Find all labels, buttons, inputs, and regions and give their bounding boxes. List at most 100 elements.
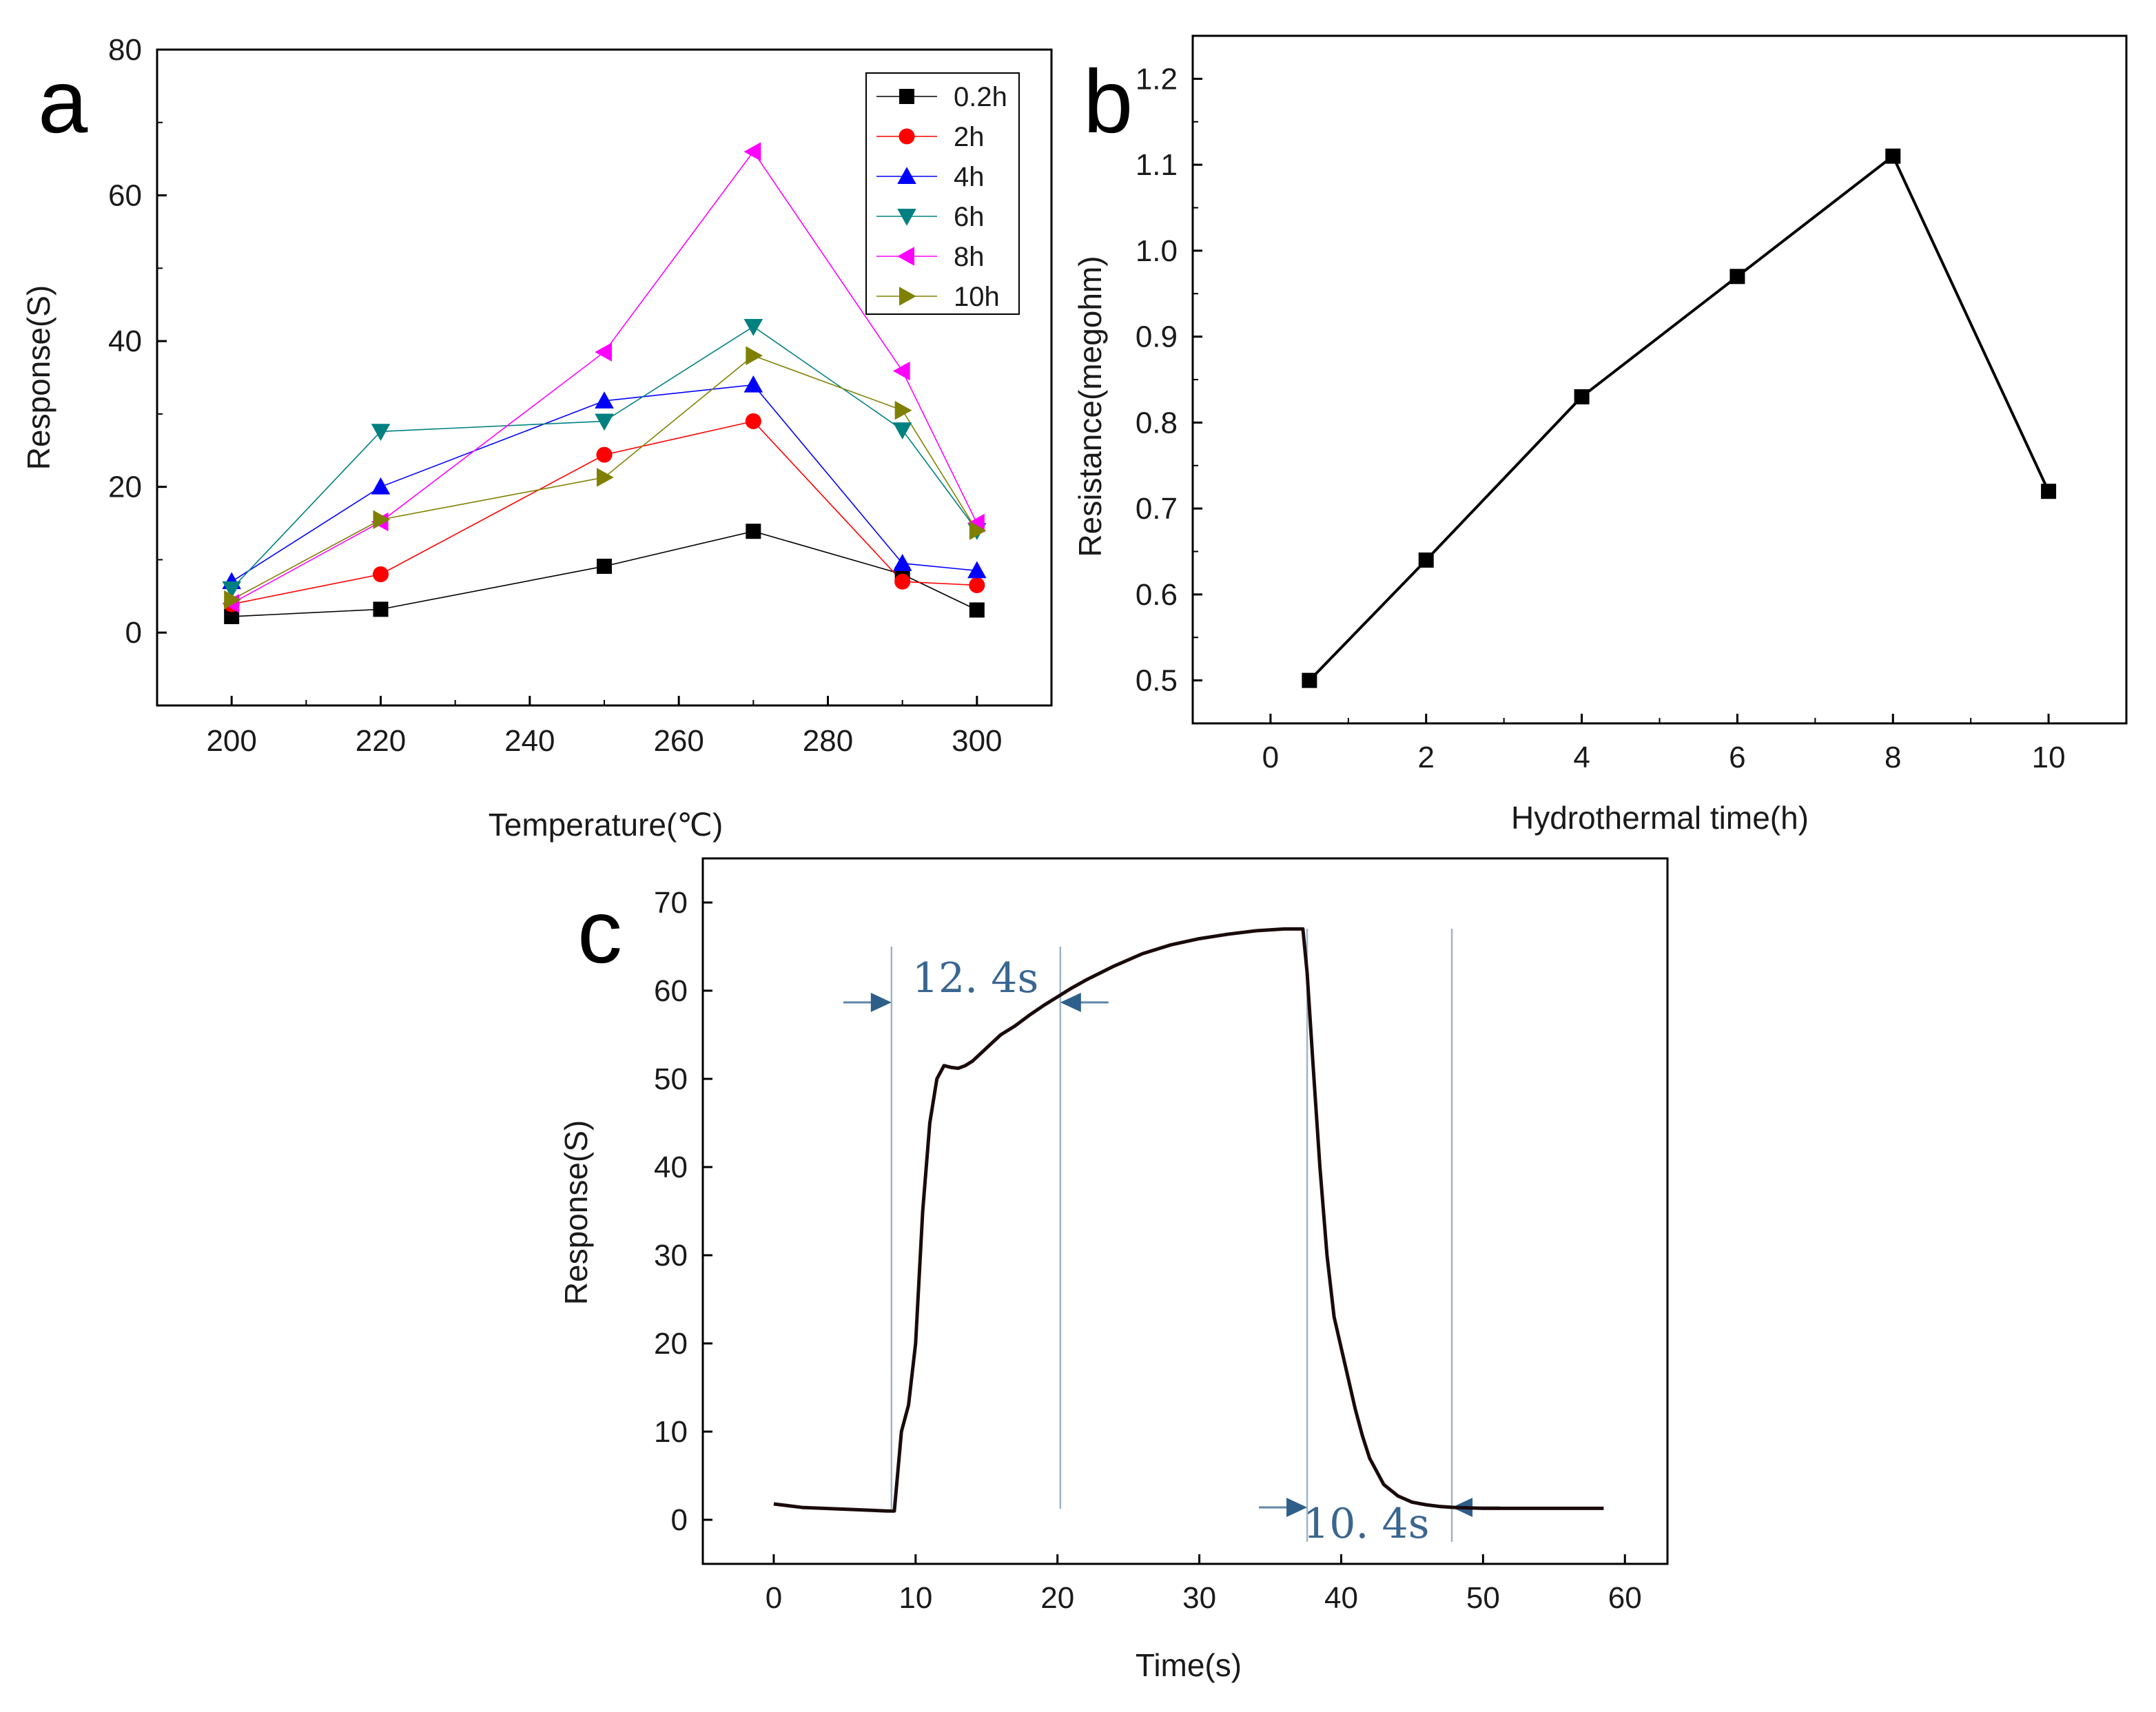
y-tick-label: 30 [654, 1239, 688, 1272]
legend-label-10h: 10h [954, 282, 1000, 312]
panel-a-series-lines [231, 150, 978, 617]
panel-c-label: c [577, 881, 622, 982]
data-point-resistance [1574, 389, 1590, 404]
y-tick-label: 1.2 [1136, 62, 1178, 96]
data-point-resistance [1418, 552, 1434, 568]
x-tick-label: 300 [952, 724, 1002, 758]
panel-b-ticks: 0 2 4 6 8 10 0.5 0.6 0.7 0.8 0.9 1.0 1.1 1.2 [1136, 62, 2066, 774]
panel-b-markers [1302, 148, 2057, 688]
panel-c-series-lines [773, 927, 1604, 1513]
legend-marker-0.2h [899, 89, 914, 104]
data-point-resistance [2041, 484, 2057, 499]
data-point-10h [224, 590, 241, 610]
data-point-10h [894, 400, 912, 420]
response-time-label: 12. 4s [912, 954, 1038, 1002]
data-point-2h [894, 573, 911, 590]
y-tick-label: 20 [654, 1327, 688, 1361]
series-line-10h [231, 355, 978, 601]
data-point-6h [743, 318, 763, 336]
panel-c-ticks: 0 10 20 30 40 50 60 0 10 20 30 40 50 60 70 [654, 886, 1642, 1615]
data-point-4h [743, 375, 763, 393]
data-point-0.2h [969, 602, 985, 618]
data-point-4h [967, 561, 987, 579]
panel-b-y-axis-label: Resistance(megohm) [1072, 256, 1108, 557]
data-point-0.2h [746, 524, 761, 539]
data-point-2h [745, 413, 761, 430]
panel-a-y-axis-label: Response(S) [21, 285, 57, 470]
data-point-10h [373, 510, 391, 530]
panel-c-y-axis-label: Response(S) [558, 1120, 594, 1305]
response-curve [773, 927, 1604, 1513]
panel-b: b 0 2 4 6 8 10 0.5 0.6 0.7 0.8 0.9 1.0 1.1 1.2 Hydrot… [1072, 34, 2128, 836]
data-point-resistance [1302, 672, 1317, 688]
series-line-8h [231, 150, 978, 604]
data-point-10h [969, 521, 987, 540]
legend-marker-8h [897, 247, 914, 266]
data-point-8h [743, 142, 761, 161]
x-tick-label: 20 [1040, 1581, 1074, 1615]
y-tick-label: 40 [108, 324, 142, 358]
data-point-4h [892, 553, 912, 571]
data-point-0.2h [597, 558, 612, 574]
x-tick-label: 240 [504, 724, 555, 758]
panel-a-legend-box [865, 72, 1020, 315]
data-point-2h [596, 446, 613, 463]
legend-label-6h: 6h [954, 202, 985, 232]
data-point-0.2h [224, 608, 240, 624]
panel-b-x-axis-label: Hydrothermal time(h) [1511, 800, 1809, 836]
y-tick-label: 80 [108, 33, 142, 67]
panel-a-x-axis-label: Temperature(℃) [489, 807, 723, 843]
x-tick-label: 220 [356, 724, 406, 758]
y-tick-label: 0 [125, 616, 142, 650]
data-point-resistance [1885, 148, 1901, 164]
data-point-6h [222, 581, 241, 599]
data-point-resistance [1729, 269, 1745, 285]
recovery-time-label: 10. 4s [1303, 1500, 1429, 1548]
y-tick-label: 20 [108, 471, 142, 504]
y-tick-label: 1.1 [1136, 148, 1178, 182]
recovery-time-arrow-left-head [1286, 1498, 1308, 1517]
y-tick-label: 0 [671, 1503, 688, 1537]
x-tick-label: 2 [1418, 741, 1435, 774]
series-line-0.2h [232, 530, 978, 617]
y-tick-label: 70 [654, 886, 688, 920]
resistance-line [1308, 154, 2050, 682]
y-tick-label: 0.5 [1136, 664, 1178, 698]
data-point-10h [597, 468, 614, 487]
legend-label-2h: 2h [954, 122, 985, 152]
panel-c: c 0 10 20 30 40 50 60 0 10 20 30 40 50 60 70 12. 4s 10.… [558, 857, 1669, 1683]
data-point-2h [969, 577, 985, 594]
data-point-4h [595, 391, 614, 409]
y-tick-label: 10 [654, 1415, 688, 1449]
data-point-8h [892, 361, 910, 381]
panel-b-label: b [1083, 51, 1133, 152]
series-line-6h [231, 325, 978, 590]
x-tick-label: 0 [1262, 741, 1279, 774]
x-tick-label: 10 [2032, 741, 2066, 774]
panel-a-ticks: 200 220 240 260 280 300 0 20 40 60 80 [108, 33, 1002, 758]
y-tick-label: 60 [654, 974, 688, 1008]
x-tick-label: 10 [899, 1581, 932, 1615]
series-line-2h [232, 420, 977, 605]
data-point-2h [372, 566, 389, 583]
y-tick-label: 40 [654, 1151, 688, 1184]
x-tick-label: 30 [1182, 1581, 1216, 1615]
panel-a-markers [222, 142, 987, 624]
panel-a-legend: 0.2h 2h 4h 6h 8h 10h [865, 72, 1020, 315]
panel-c-annotations: 12. 4s 10. 4s [843, 929, 1501, 1548]
legend-marker-4h [897, 167, 916, 184]
x-tick-label: 50 [1466, 1581, 1500, 1615]
x-tick-label: 200 [206, 724, 256, 758]
y-tick-label: 0.8 [1136, 406, 1178, 440]
legend-marker-10h [899, 287, 916, 306]
data-point-6h [595, 413, 614, 431]
panel-a-label: a [38, 51, 88, 152]
x-tick-label: 260 [653, 724, 704, 758]
x-tick-label: 60 [1608, 1581, 1642, 1615]
y-tick-label: 0.9 [1136, 320, 1178, 354]
panel-c-x-axis-label: Time(s) [1136, 1647, 1242, 1683]
data-point-6h [892, 422, 912, 440]
legend-marker-6h [897, 209, 916, 226]
